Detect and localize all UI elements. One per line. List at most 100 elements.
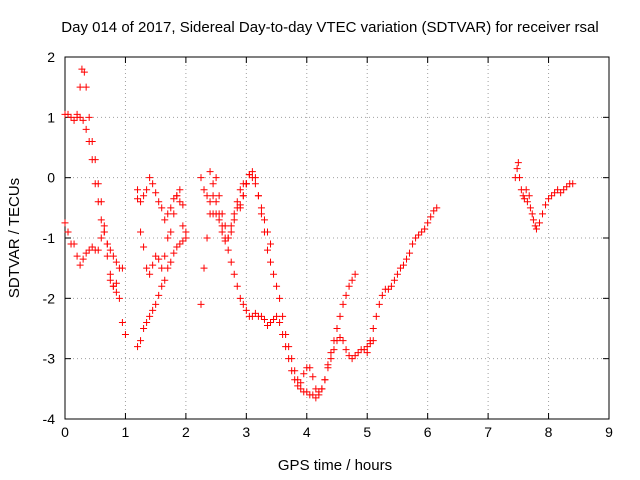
data-point [363, 343, 371, 351]
data-point [409, 240, 417, 248]
series-track-3 [73, 65, 120, 296]
data-point [88, 137, 96, 145]
data-point [115, 294, 123, 302]
series-track-10 [236, 168, 359, 402]
data-points [61, 65, 577, 402]
data-point [251, 309, 259, 317]
data-point [79, 255, 87, 263]
data-point [149, 306, 157, 314]
data-point [200, 264, 208, 272]
data-point [366, 337, 374, 345]
data-point [140, 325, 148, 332]
data-point [421, 225, 429, 233]
data-point [173, 243, 181, 251]
data-point [309, 373, 317, 381]
x-tick-label: 5 [363, 424, 371, 440]
data-point [336, 334, 344, 342]
data-point [109, 282, 117, 290]
data-point [239, 300, 247, 308]
series-track-9 [206, 168, 377, 396]
data-point [91, 156, 99, 164]
data-point [351, 270, 359, 278]
data-point [276, 294, 284, 302]
y-tick-label: -2 [43, 290, 56, 306]
data-point [197, 174, 205, 182]
data-point [106, 270, 114, 278]
data-point [182, 228, 190, 236]
y-tick-label: -3 [43, 351, 56, 367]
data-point [345, 282, 353, 290]
data-point [103, 252, 111, 260]
data-point [263, 246, 271, 254]
data-point [94, 180, 102, 188]
data-point [396, 264, 404, 272]
data-point [121, 331, 129, 339]
data-point [569, 180, 577, 188]
data-point [179, 222, 187, 230]
data-point [260, 228, 268, 236]
data-point [118, 264, 126, 272]
data-point [100, 228, 108, 236]
data-point [263, 321, 271, 329]
series-track-11 [363, 204, 441, 357]
data-point [224, 246, 232, 254]
data-point [528, 210, 536, 218]
data-point [239, 192, 247, 200]
data-point [176, 186, 184, 194]
data-point [257, 312, 265, 320]
data-point [532, 225, 540, 233]
data-point [351, 352, 359, 360]
data-point [267, 258, 275, 266]
data-point [218, 228, 226, 236]
data-point [140, 192, 148, 200]
x-tick-label: 6 [424, 424, 432, 440]
data-point [155, 291, 163, 299]
data-point [182, 234, 190, 242]
data-point [312, 394, 320, 402]
data-point [387, 282, 395, 290]
series-track-2 [61, 219, 129, 339]
chart-title: Day 014 of 2017, Sidereal Day-to-day VTE… [61, 19, 598, 36]
y-tick-label: 2 [47, 49, 55, 65]
data-point [529, 216, 537, 224]
data-point [248, 312, 256, 320]
data-point [143, 318, 151, 326]
data-point [203, 192, 211, 200]
data-point [143, 264, 151, 272]
data-point [327, 349, 335, 357]
data-point [267, 318, 275, 326]
data-point [73, 252, 81, 260]
data-point [146, 312, 154, 320]
data-point [312, 385, 320, 393]
data-point [516, 174, 524, 182]
data-point [76, 261, 84, 269]
data-point [279, 312, 287, 320]
series-track-5 [134, 186, 187, 278]
data-point [140, 243, 148, 251]
series-track-12 [511, 159, 577, 233]
data-point [212, 198, 220, 206]
data-point [242, 180, 250, 188]
data-point [179, 201, 187, 209]
data-point [276, 318, 284, 326]
data-point [363, 349, 371, 357]
data-point [70, 116, 78, 124]
data-point [152, 300, 160, 308]
data-point [155, 198, 163, 206]
data-point [236, 204, 244, 212]
data-point [64, 228, 72, 236]
data-point [554, 186, 562, 194]
data-point [61, 219, 69, 227]
data-point [146, 174, 154, 182]
data-point [519, 192, 527, 200]
data-point [85, 246, 93, 254]
data-point [206, 198, 214, 206]
data-point [218, 222, 226, 230]
data-point [430, 207, 438, 215]
data-point [542, 201, 550, 209]
data-point [260, 315, 268, 323]
x-axis-label: GPS time / hours [278, 457, 392, 474]
data-point [348, 355, 356, 363]
data-point [427, 213, 435, 221]
data-point [251, 174, 259, 182]
